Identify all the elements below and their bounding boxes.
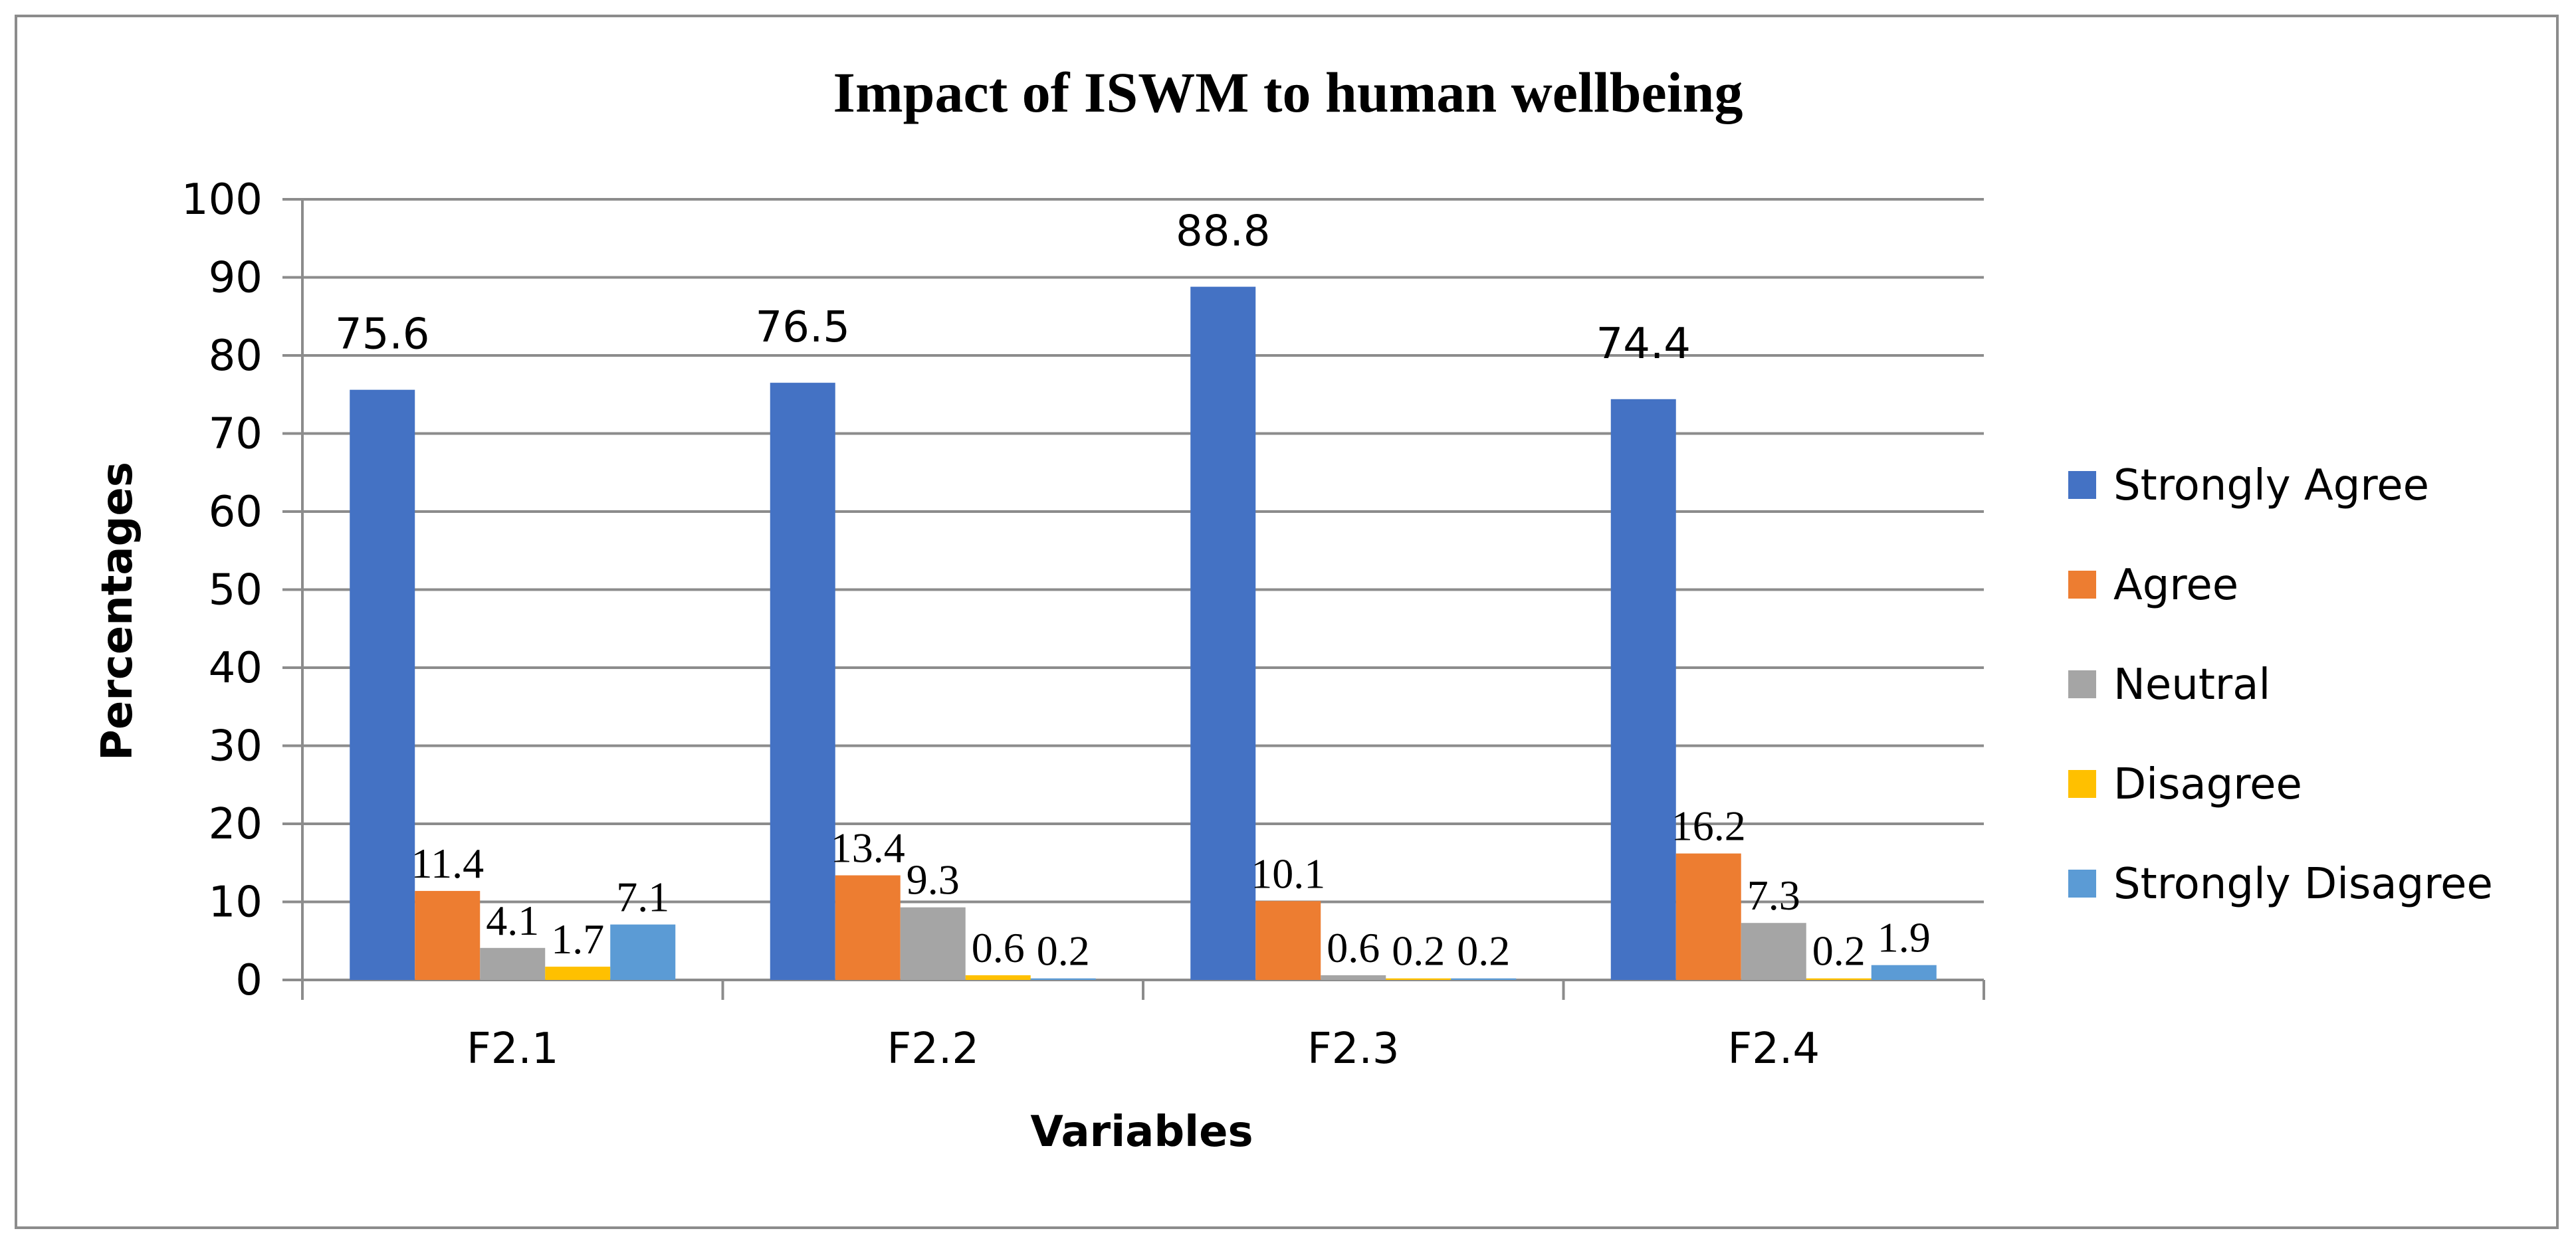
bar — [1451, 978, 1517, 980]
bar — [1806, 978, 1872, 980]
x-tick-labels: F2.1 F2.2 F2.3 F2.4 — [467, 1024, 1820, 1074]
y-tick-label: 40 — [209, 644, 263, 693]
bar — [835, 875, 901, 980]
legend-label: Disagree — [2113, 760, 2302, 809]
bar — [1255, 901, 1321, 980]
legend-swatch — [2068, 670, 2096, 698]
data-label: 0.2 — [1392, 927, 1445, 975]
x-axis-title: Variables — [1030, 1107, 1253, 1157]
data-label: 11.4 — [411, 840, 484, 887]
data-label: 0.2 — [1457, 927, 1510, 975]
bar — [1190, 286, 1256, 981]
data-label: 75.6 — [335, 310, 430, 359]
bar — [1386, 978, 1451, 980]
chart-frame — [15, 15, 2559, 1229]
bar — [350, 389, 415, 980]
y-tick-label: 70 — [209, 410, 263, 459]
bar — [1675, 853, 1741, 980]
x-tick-label: F2.3 — [1307, 1024, 1400, 1074]
data-label: 1.9 — [1878, 914, 1931, 961]
data-label: 0.6 — [972, 924, 1025, 971]
data-label: 0.6 — [1327, 924, 1380, 971]
bar — [900, 907, 966, 980]
y-tick-label: 50 — [209, 566, 263, 615]
bar — [415, 891, 481, 980]
bar — [770, 383, 835, 980]
y-tick-label: 60 — [209, 488, 263, 537]
legend: Strongly Agree Agree Neutral Disagree Strong… — [2068, 461, 2493, 909]
y-tick-label: 90 — [209, 254, 263, 303]
data-label: 1.7 — [551, 915, 604, 963]
bar — [545, 967, 611, 980]
y-tick-label: 80 — [209, 332, 263, 381]
legend-label: Agree — [2113, 561, 2238, 610]
data-labels: 75.6 11.44.1 1.7 7.1 76.5 13.49.3 0.6 0.2 88.8 10… — [335, 207, 1931, 975]
x-tick-label: F2.1 — [467, 1024, 559, 1074]
legend-label: Neutral — [2113, 660, 2270, 710]
x-tick-label: F2.2 — [887, 1024, 979, 1074]
bar — [1321, 975, 1386, 980]
y-tick-label: 100 — [181, 175, 263, 225]
bar — [1871, 965, 1937, 980]
legend-swatch — [2068, 770, 2096, 798]
x-tick-label: F2.4 — [1727, 1024, 1820, 1074]
y-tick-label: 20 — [209, 800, 263, 849]
data-label: 88.8 — [1176, 207, 1271, 256]
y-tick-labels: 0 10 20 30 40 50 60 70 80 90 100 — [181, 175, 263, 1005]
bar — [1741, 923, 1806, 980]
bars — [350, 286, 1937, 981]
data-label: 74.4 — [1596, 320, 1691, 369]
data-label: 13.4 — [831, 824, 905, 872]
y-tick-label: 30 — [209, 722, 263, 771]
data-label: 76.5 — [756, 303, 851, 352]
data-label: 7.3 — [1747, 872, 1800, 919]
data-label: 0.2 — [1037, 927, 1090, 975]
data-label: 7.1 — [616, 874, 669, 921]
data-label: 9.3 — [907, 856, 960, 904]
legend-swatch — [2068, 870, 2096, 898]
data-label: 10.1 — [1251, 850, 1325, 897]
bar — [1030, 978, 1096, 980]
data-label: 16.2 — [1671, 803, 1746, 850]
data-label: 0.2 — [1812, 927, 1866, 975]
bar — [965, 975, 1031, 980]
legend-swatch — [2068, 571, 2096, 599]
legend-swatch — [2068, 471, 2096, 499]
data-label: 4.1 — [486, 897, 539, 944]
gridlines — [282, 198, 1984, 904]
legend-label: Strongly Agree — [2113, 461, 2429, 510]
y-axis-title: Percentages — [93, 462, 142, 761]
chart-title: Impact of ISWM to human wellbeing — [833, 60, 1743, 124]
y-tick-label: 10 — [209, 878, 263, 927]
legend-label: Strongly Disagree — [2113, 860, 2493, 909]
bar — [1610, 399, 1676, 980]
bar — [610, 924, 676, 980]
bar — [480, 947, 546, 980]
y-tick-label: 0 — [235, 956, 263, 1005]
